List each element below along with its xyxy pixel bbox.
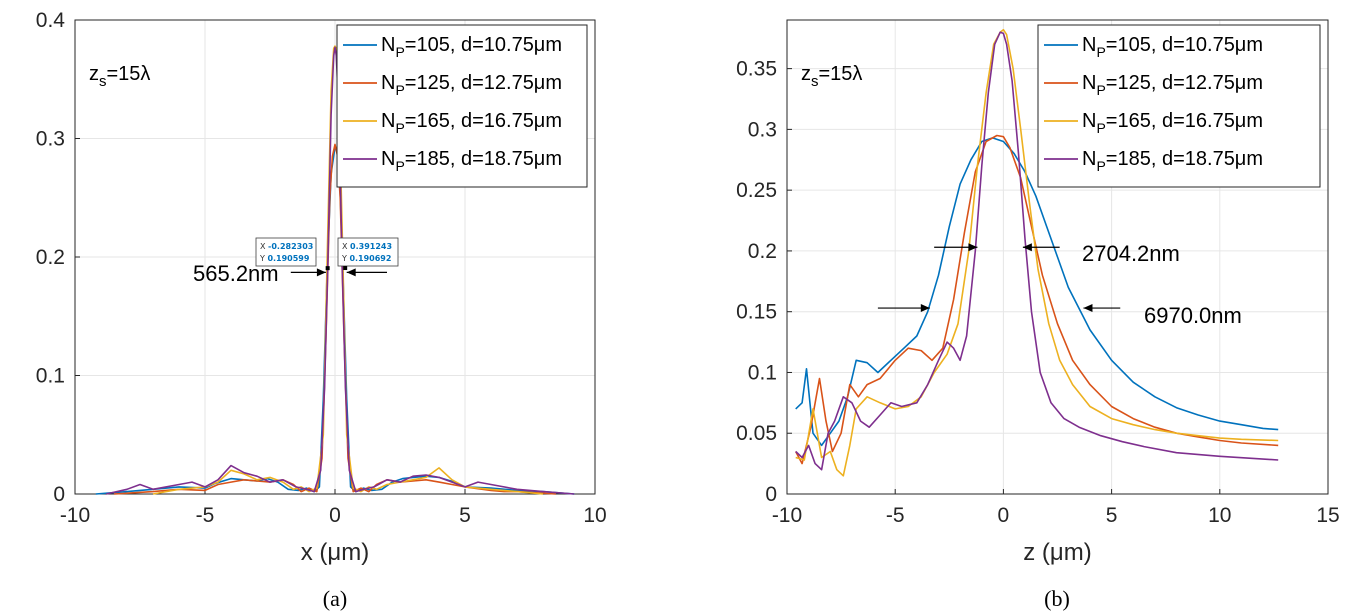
panel-label: (b) <box>1044 586 1070 611</box>
x-tick-label: 10 <box>583 504 606 527</box>
legend-entry: NP=165, d=16.75μm <box>381 110 562 136</box>
datatip-y: Y 0.190692 <box>341 254 391 263</box>
legend-entry: NP=165, d=16.75μm <box>1082 110 1263 136</box>
annotation-arrowhead <box>920 304 930 313</box>
datatip-x: X -0.282303 <box>260 242 313 251</box>
chart-panel-b: -10 -5 0 5 10 15 0 0.05 0.1 0.15 0.2 0.25 0.3 0.35 zs=… <box>736 19 1340 611</box>
series-line-2 <box>113 143 557 495</box>
x-tick-label: 5 <box>1106 504 1118 527</box>
annotation-arrowhead <box>1083 304 1093 313</box>
y-tick-label: 0.4 <box>36 9 66 32</box>
x-tick-label: -10 <box>60 504 90 527</box>
series-line-4 <box>795 31 1279 471</box>
x-axis-label: z (μm) <box>1023 539 1091 566</box>
y-tick-label: 0.2 <box>748 240 777 263</box>
x-tick-label: -5 <box>886 504 905 527</box>
panel-label: (a) <box>323 586 347 611</box>
series-line-4 <box>106 46 575 495</box>
y-tick-label: 0.2 <box>36 246 65 269</box>
y-tick-label: 0.3 <box>748 118 777 141</box>
datatip-box <box>255 237 317 267</box>
axes-box <box>74 19 596 495</box>
zs-annotation: zs=15λ <box>801 63 862 90</box>
x-axis-label: x (μm) <box>301 539 369 566</box>
x-tick-label: 10 <box>1208 504 1231 527</box>
legend-entry: NP=125, d=12.75μm <box>1082 72 1263 98</box>
datatip-marker <box>325 266 330 271</box>
y-tick-label: 0.15 <box>736 301 777 324</box>
y-tick-label: 0.1 <box>36 365 65 388</box>
x-tick-label: 15 <box>1316 504 1339 527</box>
y-tick-label: 0.3 <box>36 128 65 151</box>
x-tick-label: 0 <box>329 504 341 527</box>
annotation-arrowhead <box>316 268 326 277</box>
series-line-3 <box>795 28 1279 477</box>
annotation-arrowhead <box>346 268 356 277</box>
fwhm-annotation: 6970.0nm <box>1144 303 1242 328</box>
y-tick-label: 0 <box>53 483 65 506</box>
x-tick-label: 0 <box>998 504 1010 527</box>
x-tick-label: -5 <box>196 504 215 527</box>
datatip-y: Y 0.190599 <box>259 254 310 263</box>
series-line-2 <box>794 134 1279 465</box>
legend-entry: NP=125, d=12.75μm <box>381 72 562 98</box>
zs-annotation: zs=15λ <box>89 63 150 90</box>
series-line-1 <box>795 137 1279 447</box>
datatip-x: X 0.391243 <box>342 242 392 251</box>
legend-entry: NP=105, d=10.75μm <box>1082 34 1263 60</box>
fwhm-annotation: 2704.2nm <box>1082 241 1180 266</box>
annotation-arrowhead <box>968 243 978 252</box>
legend-entry: NP=105, d=10.75μm <box>381 34 562 60</box>
annotation-arrowhead <box>1022 243 1032 252</box>
datatip-marker <box>343 266 348 271</box>
axes-box <box>786 19 1329 495</box>
y-tick-label: 0.05 <box>736 422 777 445</box>
legend-box <box>336 24 588 188</box>
legend-entry: NP=185, d=18.75μm <box>1082 148 1263 174</box>
y-tick-label: 0.25 <box>736 179 777 202</box>
legend-box <box>1037 24 1321 188</box>
chart-panel-a: -10 -5 0 5 10 0 0.1 0.2 0.3 0.4 zs=15λ NP=105, d=10… <box>36 9 607 611</box>
legend-entry: NP=185, d=18.75μm <box>381 148 562 174</box>
y-tick-label: 0 <box>765 483 777 506</box>
y-tick-label: 0.1 <box>748 361 777 384</box>
y-tick-label: 0.35 <box>736 58 777 81</box>
datatip-box <box>337 237 399 267</box>
x-tick-label: -10 <box>772 504 802 527</box>
x-tick-label: 5 <box>459 504 471 527</box>
